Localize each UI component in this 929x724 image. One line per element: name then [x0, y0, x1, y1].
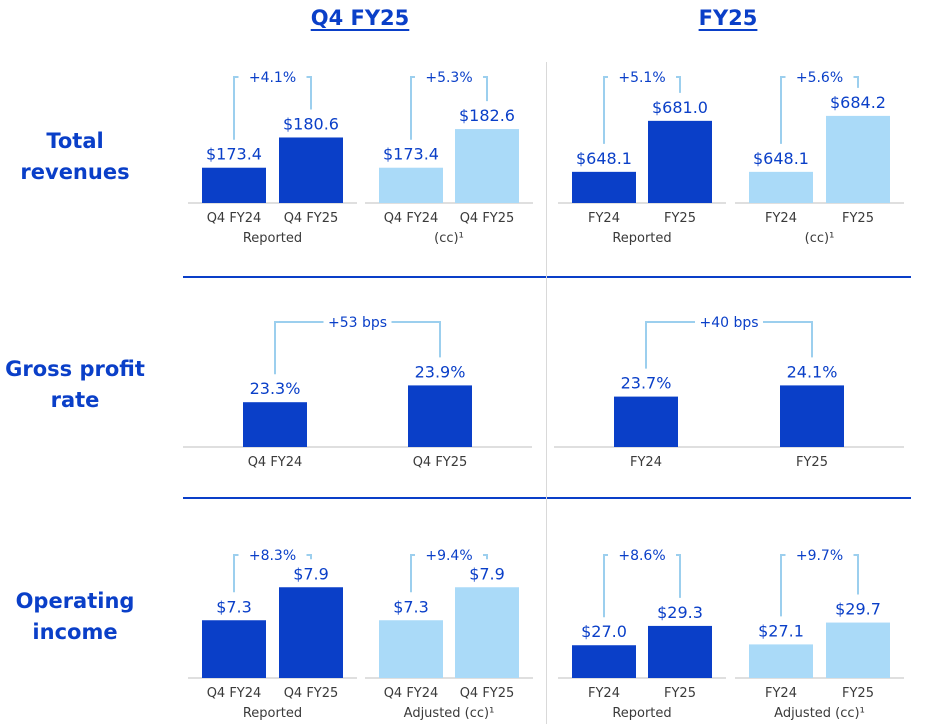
- tick-label: Q4 FY25: [284, 686, 339, 701]
- tick-label: FY24: [630, 455, 662, 470]
- column-title-quarter: Q4 FY25: [310, 6, 410, 30]
- data-label: $7.3: [393, 597, 429, 616]
- group-label: Adjusted (cc)¹: [774, 706, 865, 721]
- bar-fy25: [648, 120, 712, 203]
- change-label: +8.6%: [618, 548, 665, 564]
- row-label-total-revenues: Total revenues: [20, 129, 130, 184]
- data-label: $7.3: [216, 597, 252, 616]
- tick-label: FY24: [588, 686, 620, 701]
- group-label: Adjusted (cc)¹: [404, 706, 495, 721]
- tick-label: FY24: [588, 211, 620, 226]
- bar-fy25: [780, 385, 844, 447]
- bar-fy24: [572, 645, 636, 678]
- tick-label: FY25: [664, 211, 696, 226]
- data-label: $681.0: [652, 98, 708, 117]
- change-label: +9.4%: [425, 548, 472, 564]
- change-label: +5.3%: [425, 70, 472, 86]
- group-label: Reported: [612, 231, 671, 246]
- row-label-gross-profit-rate: Gross profit rate: [5, 357, 145, 412]
- bar-q4-fy24: [379, 620, 443, 678]
- tick-label: Q4 FY24: [207, 211, 262, 226]
- bar-q4-fy25: [279, 587, 343, 678]
- data-label: $684.2: [830, 93, 886, 112]
- column-title-year: FY25: [698, 6, 758, 30]
- bar-fy24: [572, 171, 636, 203]
- tick-label: FY25: [796, 455, 828, 470]
- change-label: +9.7%: [796, 548, 843, 564]
- bar-fy24: [614, 396, 678, 447]
- data-label: $173.4: [206, 145, 262, 164]
- change-label: +8.3%: [249, 548, 296, 564]
- bar-q4-fy25: [279, 137, 343, 203]
- change-bracket: [603, 554, 681, 618]
- change-bracket: [780, 554, 859, 617]
- bar-q4-fy24: [243, 402, 307, 447]
- change-bracket: [780, 76, 859, 144]
- bar-q4-fy24: [202, 620, 266, 678]
- change-bracket: [410, 76, 488, 140]
- row-label-operating-income: Operating income: [15, 589, 135, 644]
- tick-label: FY25: [842, 211, 874, 226]
- data-label: $7.9: [469, 564, 505, 583]
- tick-label: FY24: [765, 686, 797, 701]
- bar-fy25: [826, 115, 890, 203]
- change-label: +4.1%: [249, 70, 296, 86]
- tick-label: Q4 FY24: [207, 686, 262, 701]
- group-label: (cc)¹: [434, 231, 464, 246]
- bar-q4-fy25: [408, 385, 472, 447]
- bar-q4-fy25: [455, 587, 519, 678]
- data-label: 23.3%: [250, 379, 301, 398]
- bar-q4-fy24: [202, 167, 266, 203]
- data-label: $648.1: [753, 149, 809, 168]
- tick-label: Q4 FY25: [460, 211, 515, 226]
- tick-label: Q4 FY25: [413, 455, 468, 470]
- tick-label: Q4 FY25: [284, 211, 339, 226]
- bar-q4-fy25: [455, 129, 519, 203]
- row-divider-1: [183, 276, 911, 278]
- tick-label: Q4 FY25: [460, 686, 515, 701]
- tick-label: Q4 FY24: [384, 211, 439, 226]
- tick-label: FY25: [664, 686, 696, 701]
- tick-label: Q4 FY24: [384, 686, 439, 701]
- change-bracket: [645, 321, 813, 369]
- data-label: 24.1%: [787, 362, 838, 381]
- change-label: +5.6%: [796, 70, 843, 86]
- tick-label: FY25: [842, 686, 874, 701]
- data-label: 23.7%: [621, 374, 672, 393]
- data-label: $29.3: [657, 603, 703, 622]
- data-label: $173.4: [383, 145, 439, 164]
- row-divider-2: [183, 497, 911, 499]
- change-label: +40 bps: [699, 315, 758, 331]
- change-label: +53 bps: [328, 315, 387, 331]
- tick-label: Q4 FY24: [248, 455, 303, 470]
- bar-fy25: [826, 622, 890, 678]
- tick-label: FY24: [765, 211, 797, 226]
- change-label: +5.1%: [618, 70, 665, 86]
- change-bracket: [233, 554, 312, 593]
- column-divider: [546, 62, 547, 724]
- data-label: 23.9%: [415, 362, 466, 381]
- data-label: $180.6: [283, 114, 339, 133]
- bar-fy24: [749, 644, 813, 678]
- change-bracket: [274, 321, 441, 375]
- change-bracket: [410, 554, 488, 593]
- data-label: $29.7: [835, 600, 881, 619]
- data-label: $182.6: [459, 106, 515, 125]
- data-label: $648.1: [576, 149, 632, 168]
- change-bracket: [603, 76, 681, 144]
- group-label: Reported: [243, 706, 302, 721]
- data-label: $7.9: [293, 564, 329, 583]
- data-label: $27.0: [581, 622, 627, 641]
- group-label: Reported: [612, 706, 671, 721]
- group-label: (cc)¹: [805, 231, 835, 246]
- bar-q4-fy24: [379, 167, 443, 203]
- bar-fy25: [648, 625, 712, 678]
- change-bracket: [233, 76, 312, 140]
- data-label: $27.1: [758, 621, 804, 640]
- bar-fy24: [749, 171, 813, 203]
- group-label: Reported: [243, 231, 302, 246]
